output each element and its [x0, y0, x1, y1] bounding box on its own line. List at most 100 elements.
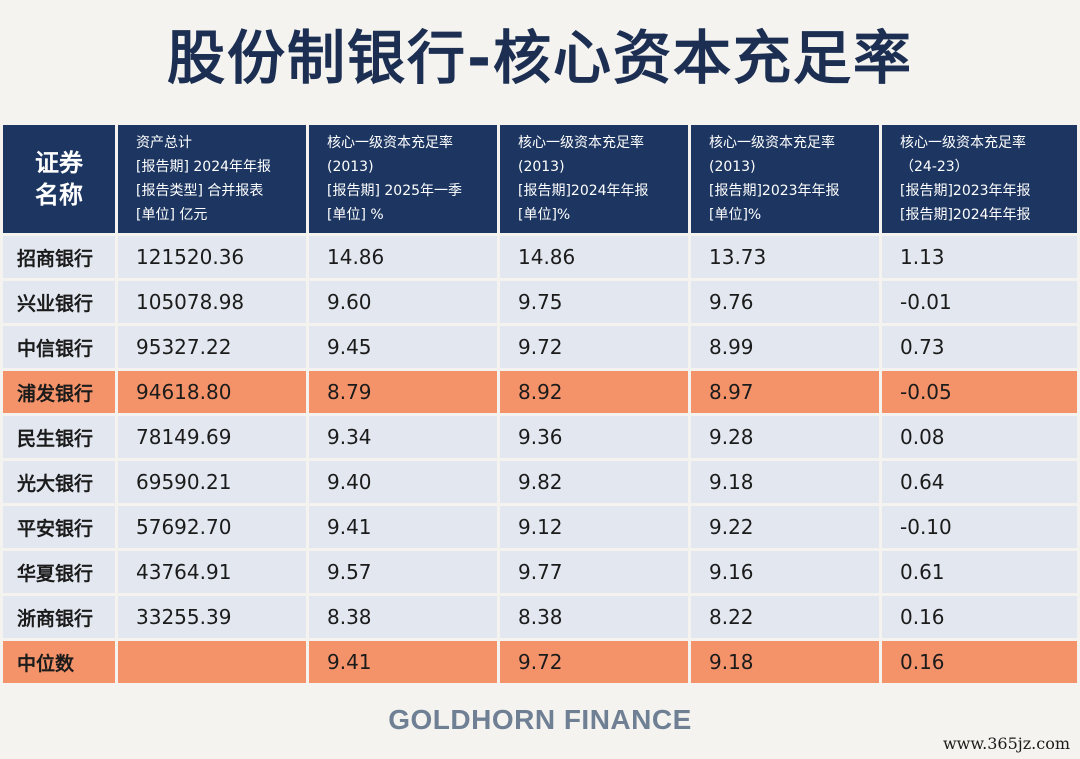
header-ratio-2025q1: 核心一级资本充足率 (2013) [报告期] 2025年一季 [单位] % [309, 125, 497, 233]
value-cell: 9.28 [691, 416, 879, 458]
value-cell: 9.36 [500, 416, 688, 458]
page-title: 股份制银行-核心资本充足率 [166, 24, 914, 92]
value-cell: 9.82 [500, 461, 688, 503]
value-cell: 69590.21 [118, 461, 306, 503]
security-name-cell: 光大银行 [3, 461, 115, 503]
value-cell: 0.16 [882, 596, 1077, 638]
value-cell: 0.64 [882, 461, 1077, 503]
value-cell: 8.22 [691, 596, 879, 638]
table-row: 招商银行 121520.36 14.86 14.86 13.73 1.13 [3, 236, 1077, 278]
value-cell: 9.41 [309, 641, 497, 683]
value-cell: -0.05 [882, 371, 1077, 413]
security-name-cell: 招商银行 [3, 236, 115, 278]
header-corner-line: 名称 [35, 181, 83, 209]
security-name-cell: 平安银行 [3, 506, 115, 548]
header-line: [单位]% [709, 207, 762, 223]
value-cell: 9.45 [309, 326, 497, 368]
value-cell: 9.40 [309, 461, 497, 503]
value-cell: 78149.69 [118, 416, 306, 458]
header-total-assets: 资产总计 [报告期] 2024年年报 [报告类型] 合并报表 [单位] 亿元 [118, 125, 306, 233]
security-name-cell: 浦发银行 [3, 371, 115, 413]
value-cell: 8.99 [691, 326, 879, 368]
table-row: 中信银行 95327.22 9.45 9.72 8.99 0.73 [3, 326, 1077, 368]
value-cell: 9.72 [500, 326, 688, 368]
brand-footer: GOLDHORN FINANCE [388, 704, 692, 735]
header-line: (2013) [518, 159, 565, 175]
value-cell: 8.38 [309, 596, 497, 638]
security-name-cell: 华夏银行 [3, 551, 115, 593]
header-line: [报告期]2024年年报 [518, 183, 649, 199]
value-cell: 9.34 [309, 416, 497, 458]
value-cell: 8.92 [500, 371, 688, 413]
table-row: 浦发银行 94618.80 8.79 8.92 8.97 -0.05 [3, 371, 1077, 413]
value-cell: 0.08 [882, 416, 1077, 458]
header-line: (2013) [709, 159, 756, 175]
header-corner-line: 证券 [35, 149, 83, 177]
value-cell: 9.41 [309, 506, 497, 548]
value-cell: 9.60 [309, 281, 497, 323]
value-cell: 9.57 [309, 551, 497, 593]
header-line: [单位]% [518, 207, 571, 223]
header-line: [报告期] 2025年一季 [327, 183, 463, 199]
table-row: 民生银行 78149.69 9.34 9.36 9.28 0.08 [3, 416, 1077, 458]
security-name-cell: 中位数 [3, 641, 115, 683]
header-ratio-2023: 核心一级资本充足率 (2013) [报告期]2023年年报 [单位]% [691, 125, 879, 233]
value-cell: 9.18 [691, 461, 879, 503]
table-row: 浙商银行 33255.39 8.38 8.38 8.22 0.16 [3, 596, 1077, 638]
security-name-cell: 兴业银行 [3, 281, 115, 323]
value-cell: 43764.91 [118, 551, 306, 593]
value-cell: 121520.36 [118, 236, 306, 278]
value-cell: 0.16 [882, 641, 1077, 683]
security-name-cell: 中信银行 [3, 326, 115, 368]
table-header-row: 证券 名称 资产总计 [报告期] 2024年年报 [报告类型] 合并报表 [单位… [3, 125, 1077, 233]
value-cell: 1.13 [882, 236, 1077, 278]
header-ratio-change: 核心一级资本充足率 （24-23） [报告期]2023年年报 [报告期]2024… [882, 125, 1077, 233]
value-cell: 9.72 [500, 641, 688, 683]
value-cell: 9.22 [691, 506, 879, 548]
value-cell: 95327.22 [118, 326, 306, 368]
value-cell: 94618.80 [118, 371, 306, 413]
value-cell: 8.79 [309, 371, 497, 413]
header-ratio-2024: 核心一级资本充足率 (2013) [报告期]2024年年报 [单位]% [500, 125, 688, 233]
value-cell: 14.86 [500, 236, 688, 278]
table-row: 中位数 9.41 9.72 9.18 0.16 [3, 641, 1077, 683]
value-cell: 9.12 [500, 506, 688, 548]
value-cell: 9.75 [500, 281, 688, 323]
value-cell: 8.97 [691, 371, 879, 413]
value-cell: 14.86 [309, 236, 497, 278]
value-cell: 105078.98 [118, 281, 306, 323]
header-line: [单位] % [327, 207, 384, 223]
value-cell: 0.73 [882, 326, 1077, 368]
value-cell: 9.77 [500, 551, 688, 593]
header-line: [报告期]2023年年报 [900, 183, 1031, 199]
value-cell: 0.61 [882, 551, 1077, 593]
security-name-cell: 民生银行 [3, 416, 115, 458]
value-cell: 8.38 [500, 596, 688, 638]
value-cell: 33255.39 [118, 596, 306, 638]
header-line: 核心一级资本充足率 [518, 135, 644, 151]
table-row: 光大银行 69590.21 9.40 9.82 9.18 0.64 [3, 461, 1077, 503]
header-line: (2013) [327, 159, 374, 175]
watermark: www.365jz.com [942, 734, 1070, 753]
header-line: [单位] 亿元 [136, 207, 208, 223]
table-row: 平安银行 57692.70 9.41 9.12 9.22 -0.10 [3, 506, 1077, 548]
header-line: [报告期]2023年年报 [709, 183, 840, 199]
value-cell: -0.10 [882, 506, 1077, 548]
header-line: 核心一级资本充足率 [709, 135, 835, 151]
value-cell: 9.16 [691, 551, 879, 593]
header-line: 资产总计 [136, 135, 192, 151]
header-line: [报告期] 2024年年报 [136, 159, 272, 175]
value-cell: 13.73 [691, 236, 879, 278]
header-security-name: 证券 名称 [3, 125, 115, 233]
header-line: [报告期]2024年年报 [900, 207, 1031, 223]
header-line: 核心一级资本充足率 [327, 135, 453, 151]
capital-ratio-table: 证券 名称 资产总计 [报告期] 2024年年报 [报告类型] 合并报表 [单位… [0, 122, 1080, 686]
value-cell [118, 641, 306, 683]
header-line: 核心一级资本充足率 [900, 135, 1026, 151]
value-cell: 9.76 [691, 281, 879, 323]
header-line: [报告类型] 合并报表 [136, 183, 264, 199]
header-line: （24-23） [900, 159, 969, 175]
table-row: 兴业银行 105078.98 9.60 9.75 9.76 -0.01 [3, 281, 1077, 323]
security-name-cell: 浙商银行 [3, 596, 115, 638]
value-cell: 9.18 [691, 641, 879, 683]
